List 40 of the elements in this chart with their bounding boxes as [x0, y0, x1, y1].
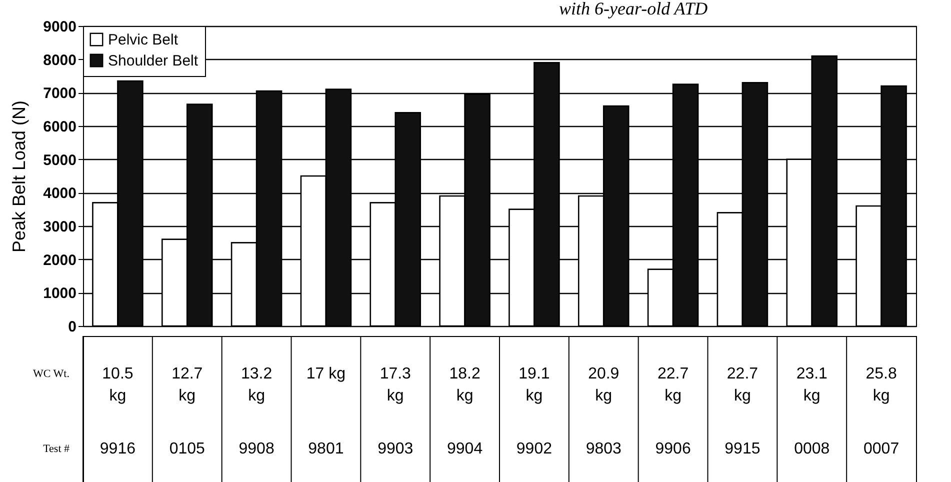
- text: 0105: [169, 440, 206, 458]
- text: Test #: [43, 443, 70, 455]
- x-tick-label: 17 kg: [306, 366, 346, 382]
- text: 9803: [586, 440, 622, 458]
- y-axis-title: Peak Belt Load (N): [9, 100, 30, 253]
- y-tick-label: 4000: [43, 185, 76, 202]
- text: 9904: [446, 440, 483, 458]
- y-tick-label: 9000: [43, 18, 76, 36]
- y-tick-label: 0: [68, 318, 76, 336]
- text: 0007: [863, 440, 900, 458]
- x-tick-label: 13.2 kg: [240, 366, 272, 404]
- y-tick-label: 5000: [43, 152, 76, 169]
- x-tick-label: 12.7 kg: [172, 366, 203, 404]
- x-tick-label: 23.1 kg: [796, 366, 828, 404]
- chart-title: with 6-year-old ATD: [558, 0, 708, 18]
- x-tick-label: 22.7 kg: [726, 366, 758, 404]
- x-tick-label: 19.1 kg: [518, 366, 550, 404]
- y-tick-label: 2000: [43, 252, 76, 269]
- y-tick-label: 7000: [43, 85, 76, 102]
- y-tick-label: 6000: [43, 118, 76, 136]
- x-tick-label: 22.7 kg: [657, 366, 689, 404]
- text: 9915: [724, 440, 760, 458]
- legend-label: Shoulder Belt: [108, 52, 199, 70]
- y-tick-label: 3000: [43, 218, 76, 236]
- text: 9903: [378, 440, 414, 458]
- text: 9902: [516, 440, 552, 458]
- x-tick-label: 10.5 kg: [102, 366, 134, 404]
- y-tick-label: 1000: [43, 285, 76, 302]
- text: 0008: [794, 440, 830, 458]
- x-tick-label: 18.2 kg: [449, 366, 480, 404]
- x-tick-label: 17.3 kg: [380, 366, 412, 404]
- text: 9801: [308, 440, 344, 458]
- text: WC Wt.: [33, 368, 70, 380]
- text: 9916: [100, 440, 136, 458]
- x-tick-label: 20.9 kg: [588, 366, 620, 404]
- text: 9908: [238, 440, 274, 458]
- x-tick-label: 25.8 kg: [866, 366, 897, 404]
- legend-label: Pelvic Belt: [108, 32, 179, 48]
- text: 9906: [655, 440, 691, 458]
- y-tick-label: 8000: [43, 52, 76, 69]
